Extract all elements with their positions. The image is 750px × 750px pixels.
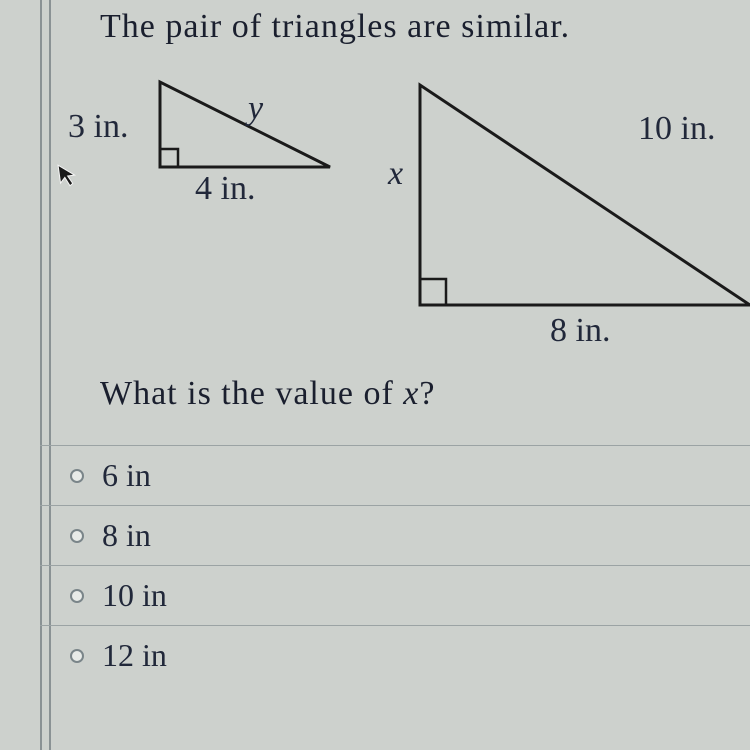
option-a[interactable]: 6 in [40,445,750,505]
large-hypotenuse-label: 10 in. [638,110,715,148]
radio-icon [70,589,84,603]
large-vertical-label: x [388,155,403,193]
option-b-text: 8 in [102,517,151,554]
large-base-label: 8 in. [550,312,610,350]
option-c-text: 10 in [102,577,167,614]
radio-icon [70,649,84,663]
small-vertical-label: 3 in. [68,108,128,146]
option-a-text: 6 in [102,457,151,494]
option-d-text: 12 in [102,637,167,674]
small-base-label: 4 in. [195,170,255,208]
option-d[interactable]: 12 in [40,625,750,685]
option-c[interactable]: 10 in [40,565,750,625]
option-b[interactable]: 8 in [40,505,750,565]
question-var: x [403,375,419,412]
radio-icon [70,529,84,543]
question-suffix: ? [419,375,435,412]
triangle-small [155,77,335,172]
cursor-icon [56,161,80,196]
question-text: What is the value of x? [100,375,435,413]
question-prefix: What is the value of [100,375,403,412]
small-hypotenuse-label: y [248,90,263,128]
prompt-text: The pair of triangles are similar. [100,8,570,46]
answer-options: 6 in 8 in 10 in 12 in [40,445,750,685]
radio-icon [70,469,84,483]
